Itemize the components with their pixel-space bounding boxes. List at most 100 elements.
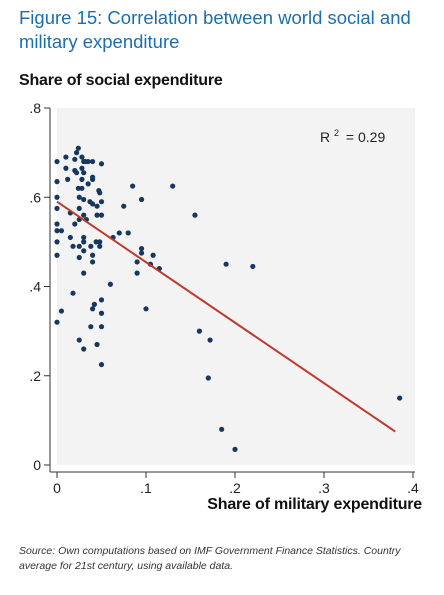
data-point [90,259,96,265]
data-point [143,306,149,312]
data-point [192,212,198,218]
data-point [79,154,85,160]
data-point [73,170,80,176]
r-squared-annotation: R 2 = 0.29 [320,123,385,145]
data-point [91,301,97,307]
data-point [79,176,85,182]
data-point [98,297,105,303]
x-axis-title: Share of military expenditure [207,496,422,513]
data-point [90,252,96,258]
data-point [134,259,140,265]
data-point [98,324,105,330]
data-point [205,375,211,381]
data-point [94,203,100,209]
y-tick-label: .4 [29,279,41,295]
x-tick-label: .4 [407,480,419,496]
data-point [81,346,87,352]
data-point [54,205,60,212]
data-point [65,176,71,182]
data-point [94,212,100,218]
x-tick-label: .3 [318,480,330,496]
data-point [397,395,403,401]
data-point [54,228,60,234]
data-point [54,252,60,258]
data-point [67,234,73,241]
data-point [93,239,99,245]
y-tick-label: .6 [29,189,41,205]
y-axis-title: Share of social expenditure [19,72,223,89]
data-point [63,165,69,171]
data-point [90,158,96,165]
data-point [223,261,229,267]
data-point [170,183,176,189]
data-point [85,181,91,187]
data-point [138,196,145,203]
data-point [138,250,145,256]
data-point [90,306,96,312]
x-tick-label: .2 [229,480,241,496]
data-point [75,145,81,151]
data-point [54,194,60,200]
data-point [73,150,80,156]
data-point [130,183,136,189]
data-point [97,239,103,245]
data-point [81,234,87,241]
data-point [76,194,82,200]
data-point [116,230,122,236]
source-note: Source: Own computations based on IMF Go… [19,545,401,572]
data-point [76,243,82,249]
r-squared-value: = 0.29 [346,129,386,145]
data-point [250,263,256,270]
data-point [79,185,85,191]
data-point [76,254,82,261]
data-point [98,199,105,205]
data-point [98,161,105,167]
data-point [121,203,127,209]
data-point [85,158,91,165]
data-point [58,308,65,314]
data-point [70,243,76,249]
data-point [88,324,94,330]
data-point [72,221,78,227]
r-squared-label: R [320,129,330,145]
data-point [97,243,103,249]
data-point [81,170,87,176]
regression-line [56,200,396,433]
data-point [76,205,82,212]
data-point [54,221,60,227]
data-point [207,337,213,343]
data-point [79,165,85,171]
x-tick-label: .1 [140,480,152,496]
y-tick-label: .2 [29,368,41,384]
data-point [81,239,87,245]
data-point [58,228,65,234]
data-point [75,185,81,191]
data-point [219,426,225,432]
data-point [90,201,96,207]
data-point [150,252,156,258]
data-point [72,156,78,162]
data-point [97,190,103,196]
data-point [196,328,202,334]
data-point [81,196,87,203]
data-point [98,310,105,316]
data-point [63,154,69,160]
y-tick-label: .8 [29,100,41,116]
data-point [88,243,94,249]
data-point [134,270,140,276]
data-point [107,281,113,287]
data-point [138,245,145,252]
data-point [90,176,96,182]
data-point [70,290,76,296]
axes: 0 .2 .4 .6 .8 0 .1 .2 .3 .4 [29,100,419,496]
data-point [54,158,60,165]
data-points [54,145,403,452]
data-point [54,319,60,325]
data-point [98,361,105,368]
data-point [94,341,100,348]
y-tick-label: 0 [33,457,41,473]
figure-title: Figure 15: Correlation between world soc… [19,7,411,52]
data-point [76,337,82,343]
data-point [54,239,60,245]
